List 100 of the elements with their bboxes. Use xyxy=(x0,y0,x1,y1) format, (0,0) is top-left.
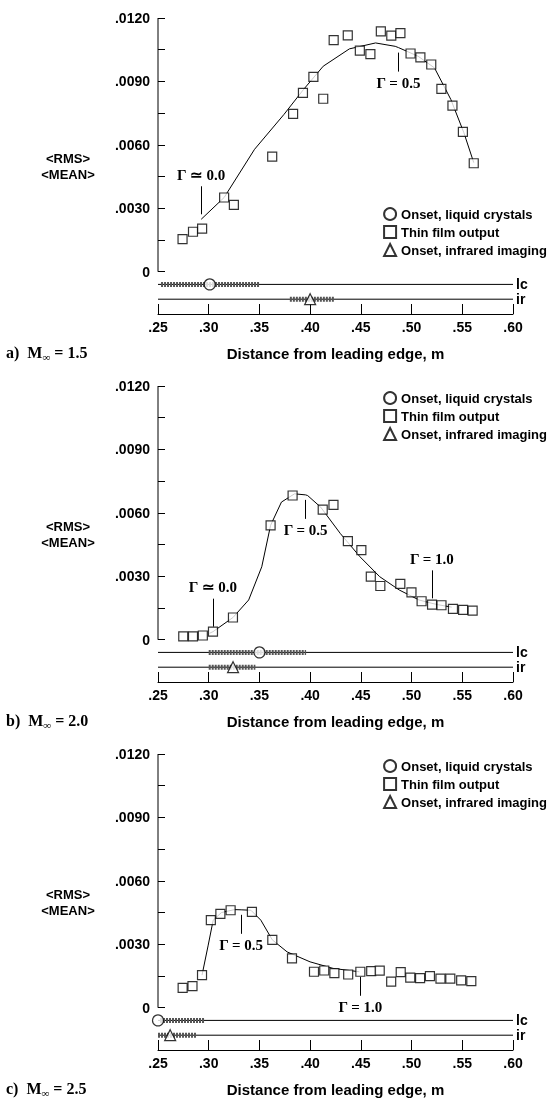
x-axis-title: Distance from leading edge, m xyxy=(226,1081,445,1098)
point xyxy=(177,234,188,245)
point xyxy=(356,544,367,556)
point xyxy=(386,976,397,987)
point xyxy=(436,600,447,611)
y-tick-label: .0060 xyxy=(114,136,151,153)
point xyxy=(187,981,198,992)
x-axis-title: Distance from leading edge, m xyxy=(226,713,445,730)
x-tick-label: .40 xyxy=(300,1055,321,1071)
point xyxy=(207,626,219,637)
x-tick-label: .55 xyxy=(452,319,473,335)
annotation: Γ = 0.5 xyxy=(376,75,421,92)
point xyxy=(395,967,406,978)
y-tick-label: 0 xyxy=(142,263,151,280)
ref-line-label: lc xyxy=(516,644,528,661)
point xyxy=(253,646,266,659)
x-tick-label: .50 xyxy=(401,687,422,703)
point xyxy=(457,126,468,138)
point xyxy=(304,293,317,306)
point xyxy=(426,599,438,610)
legend-label: Onset, liquid crystals xyxy=(401,206,533,222)
legend-label: Onset, liquid crystals xyxy=(401,390,533,406)
point xyxy=(187,631,199,642)
annotation: Γ = 1.0 xyxy=(410,550,454,567)
point xyxy=(426,59,437,70)
point xyxy=(435,973,446,984)
y-tick-label: .0090 xyxy=(114,441,151,458)
y-tick-label: 0 xyxy=(142,999,151,1016)
legend-label: Thin film output xyxy=(401,776,500,792)
point xyxy=(287,490,298,501)
point xyxy=(228,199,239,210)
point xyxy=(405,972,416,983)
x-tick-label: .35 xyxy=(249,1055,270,1071)
x-tick-label: .35 xyxy=(249,319,270,335)
annotation: Γ = 0.5 xyxy=(283,522,328,539)
y-tick-label: .0120 xyxy=(114,10,151,26)
point xyxy=(308,71,319,82)
point xyxy=(265,520,276,531)
x-tick-label: .25 xyxy=(148,687,168,703)
x-tick-label: .40 xyxy=(300,319,321,335)
x-tick-label: .30 xyxy=(198,687,219,703)
point xyxy=(467,605,478,616)
point xyxy=(328,499,339,510)
point xyxy=(342,30,353,41)
ref-line-label: ir xyxy=(516,659,526,676)
x-tick-label: .35 xyxy=(249,687,270,703)
point xyxy=(329,967,340,979)
y-tick-label: .0030 xyxy=(114,568,151,585)
point xyxy=(246,906,258,918)
point xyxy=(416,596,427,607)
point xyxy=(227,612,239,623)
point xyxy=(342,536,353,547)
point xyxy=(365,571,376,582)
ref-line-label: ir xyxy=(516,291,526,308)
x-tick-label: .45 xyxy=(351,1055,371,1071)
point xyxy=(365,49,376,60)
ref-line-label: ir xyxy=(516,1027,526,1044)
point xyxy=(395,28,406,39)
x-tick-label: .30 xyxy=(198,1055,219,1071)
point xyxy=(405,48,416,59)
y-tick-label: .0120 xyxy=(114,378,151,394)
legend-label: Onset, infrared imaging xyxy=(401,794,548,810)
point xyxy=(164,1029,177,1042)
x-tick-label: .40 xyxy=(300,687,321,703)
point xyxy=(286,953,298,964)
y-axis-title: <RMS> <MEAN> xyxy=(41,886,96,918)
point xyxy=(267,934,278,945)
point xyxy=(267,151,278,162)
x-tick-label: .55 xyxy=(452,687,473,703)
point xyxy=(328,35,339,46)
point xyxy=(319,965,330,976)
y-tick-label: .0060 xyxy=(114,872,151,889)
point xyxy=(374,965,385,976)
x-tick-label: .45 xyxy=(351,319,371,335)
legend-label: Onset, infrared imaging xyxy=(401,242,548,258)
point xyxy=(151,1014,165,1027)
y-tick-label: .0030 xyxy=(114,936,151,953)
annotation: Γ = 0.5 xyxy=(219,937,264,954)
x-tick-label: .50 xyxy=(401,319,422,335)
x-tick-label: .60 xyxy=(503,319,523,335)
y-axis-title: <RMS> <MEAN> xyxy=(41,150,96,182)
point xyxy=(414,973,426,984)
y-tick-label: .0090 xyxy=(114,809,151,826)
x-tick-label: .50 xyxy=(401,1055,422,1071)
x-tick-label: .55 xyxy=(452,1055,473,1071)
point xyxy=(415,52,426,63)
point xyxy=(386,30,397,41)
point xyxy=(447,100,458,111)
y-axis-title: <RMS> <MEAN> xyxy=(41,518,96,550)
y-tick-label: .0090 xyxy=(114,73,151,90)
annotation: Γ ≃ 0.0 xyxy=(177,166,226,183)
point xyxy=(406,587,417,598)
annotation: Γ ≃ 0.0 xyxy=(188,579,238,596)
point xyxy=(436,83,447,94)
point xyxy=(456,975,467,986)
point xyxy=(219,192,230,203)
point xyxy=(225,905,236,916)
x-tick-label: .60 xyxy=(503,687,523,703)
point xyxy=(297,87,309,98)
point xyxy=(343,969,354,980)
